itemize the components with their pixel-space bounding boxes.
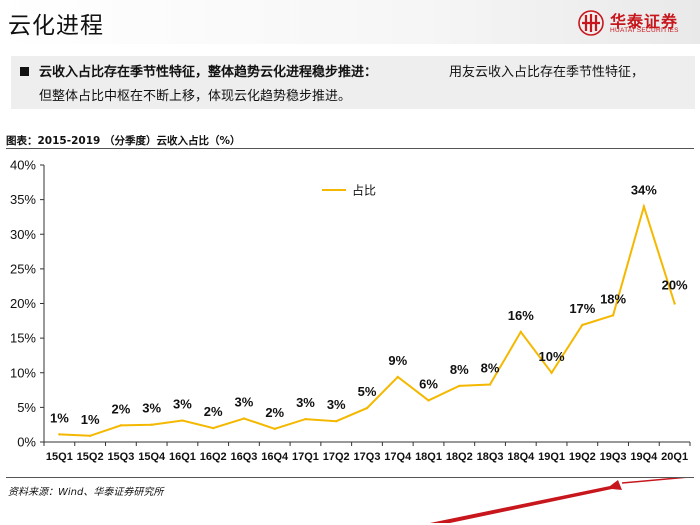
data-label: 6% xyxy=(419,376,438,391)
data-label: 3% xyxy=(296,395,315,410)
x-tick-label: 18Q3 xyxy=(477,451,504,463)
data-label: 1% xyxy=(81,412,100,427)
x-tick-label: 17Q4 xyxy=(384,451,412,463)
data-point xyxy=(335,420,338,423)
data-point xyxy=(396,375,399,379)
data-label: 8% xyxy=(450,362,469,377)
data-label: 3% xyxy=(235,394,254,409)
data-label: 2% xyxy=(112,401,131,416)
data-label: 2% xyxy=(204,404,223,419)
data-point xyxy=(642,205,646,208)
x-tick-label: 18Q2 xyxy=(446,451,473,463)
data-point xyxy=(673,302,676,305)
x-tick-label: 15Q4 xyxy=(138,451,166,463)
source-divider xyxy=(6,477,694,478)
x-tick-label: 19Q4 xyxy=(630,451,658,463)
x-tick-label: 20Q1 xyxy=(661,451,688,463)
data-label: 3% xyxy=(142,401,161,416)
x-tick-label: 15Q2 xyxy=(77,451,104,463)
y-tick-label: 20% xyxy=(10,296,36,311)
x-tick-label: 18Q1 xyxy=(415,451,442,463)
data-point xyxy=(119,424,123,427)
data-label: 8% xyxy=(481,361,500,376)
summary-heading: 云收入占比存在季节性特征，整体趋势云化进程稳步推进： xyxy=(39,65,378,80)
data-point xyxy=(242,417,246,420)
summary-text-line2: 但整体占比中枢在不断上移，体现云化趋势稳步推进。 xyxy=(39,89,352,104)
x-tick-label: 16Q4 xyxy=(261,451,289,463)
y-tick-label: 5% xyxy=(17,400,36,415)
data-point xyxy=(488,383,492,386)
data-point xyxy=(581,323,584,327)
x-tick-label: 16Q2 xyxy=(200,451,227,463)
x-tick-label: 16Q1 xyxy=(169,451,196,463)
y-tick-label: 15% xyxy=(10,331,36,346)
y-tick-label: 0% xyxy=(17,435,36,450)
x-tick-label: 15Q3 xyxy=(107,451,134,463)
y-tick-label: 25% xyxy=(10,261,36,276)
x-tick-label: 19Q2 xyxy=(569,451,596,463)
page-title: 云化进程 xyxy=(8,13,104,39)
x-tick-label: 19Q1 xyxy=(538,451,565,463)
data-label: 3% xyxy=(327,397,346,412)
data-label: 34% xyxy=(631,183,657,198)
data-point xyxy=(365,406,369,410)
summary-box: 云收入占比存在季节性特征，整体趋势云化进程稳步推进： 用友云收入占比存在季节性特… xyxy=(11,56,695,109)
data-point xyxy=(88,434,92,437)
bullet-icon xyxy=(20,67,29,76)
brand-logo: 华泰证券 HUATAI SECURITIES xyxy=(578,8,696,38)
source-note: 资料来源：Wind、华泰证券研究所 xyxy=(8,487,164,498)
data-label: 5% xyxy=(358,384,377,399)
data-label: 20% xyxy=(662,278,688,293)
data-point xyxy=(611,314,615,317)
y-tick-label: 10% xyxy=(10,365,36,380)
data-point xyxy=(304,417,307,421)
data-label: 10% xyxy=(539,349,565,364)
data-point xyxy=(550,371,553,374)
x-tick-label: 17Q2 xyxy=(323,451,350,463)
data-point xyxy=(211,426,215,430)
data-label: 2% xyxy=(265,405,284,420)
chart-caption: 图表：2015-2019 （分季度）云收入占比（%） xyxy=(6,135,241,147)
logo-text-cn: 华泰证券 xyxy=(610,12,679,31)
data-label: 9% xyxy=(388,353,407,368)
data-point xyxy=(458,384,461,388)
x-tick-label: 19Q3 xyxy=(600,451,627,463)
logo-text-en: HUATAI SECURITIES xyxy=(610,27,679,34)
data-label: 17% xyxy=(569,301,595,316)
x-tick-label: 17Q3 xyxy=(354,451,381,463)
data-point xyxy=(519,330,523,334)
footer-arrow-decoration xyxy=(430,478,687,523)
summary-text: 用友云收入占比存在季节性特征， xyxy=(449,65,645,80)
data-point xyxy=(181,419,184,422)
data-label: 3% xyxy=(173,397,192,412)
data-point xyxy=(273,427,276,431)
x-tick-label: 17Q1 xyxy=(292,451,319,463)
legend-label: 占比 xyxy=(352,183,376,198)
caption-divider xyxy=(6,148,694,149)
data-point xyxy=(427,399,430,402)
data-label: 16% xyxy=(508,308,534,323)
x-tick-label: 18Q4 xyxy=(507,451,535,463)
y-tick-label: 40% xyxy=(10,158,36,173)
logo-mark-icon xyxy=(578,10,604,36)
x-tick-label: 15Q1 xyxy=(46,451,73,463)
data-label: 1% xyxy=(50,410,69,425)
data-label: 18% xyxy=(600,291,626,306)
data-point xyxy=(58,433,61,436)
data-point xyxy=(150,423,153,426)
x-tick-label: 16Q3 xyxy=(230,451,257,463)
cloud-revenue-share-chart: 0% 5% 10% 15% 20% 25% 30% 35% 40% 15Q1 15Q2 15Q3 15Q… xyxy=(10,158,691,463)
y-tick-label: 30% xyxy=(10,227,36,242)
y-tick-label: 35% xyxy=(10,192,36,207)
